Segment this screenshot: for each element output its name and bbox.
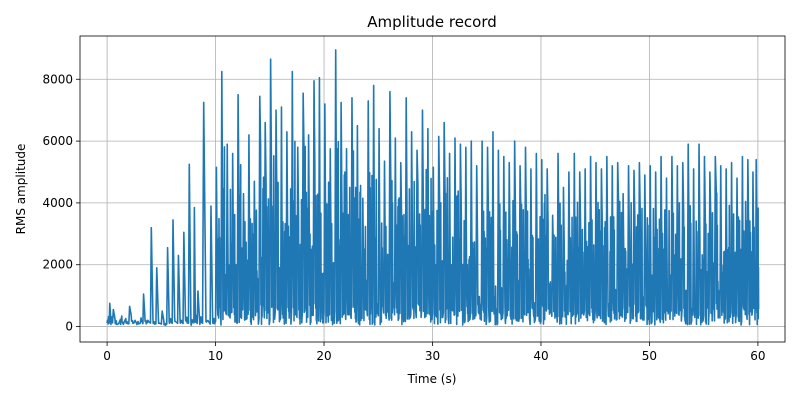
x-tick-label: 20	[316, 349, 331, 363]
x-tick-label: 40	[533, 349, 548, 363]
plot-area	[106, 49, 760, 327]
y-tick-label: 0	[65, 320, 73, 334]
chart-title: Amplitude record	[367, 13, 497, 31]
x-axis-label: Time (s)	[407, 372, 457, 386]
y-tick-label: 6000	[42, 134, 73, 148]
y-axis: 0 2000 4000 6000 8000	[42, 72, 80, 334]
amplitude-series-line	[106, 49, 760, 327]
x-tick-label: 60	[750, 349, 765, 363]
x-tick-label: 50	[642, 349, 657, 363]
x-tick-label: 0	[103, 349, 111, 363]
x-tick-label: 30	[425, 349, 440, 363]
y-tick-label: 2000	[42, 258, 73, 272]
x-tick-label: 10	[208, 349, 223, 363]
y-tick-label: 4000	[42, 196, 73, 210]
y-tick-label: 8000	[42, 72, 73, 86]
y-axis-label: RMS amplitude	[14, 144, 28, 235]
x-axis: 0 10 20 30 40 50 60	[103, 342, 766, 363]
